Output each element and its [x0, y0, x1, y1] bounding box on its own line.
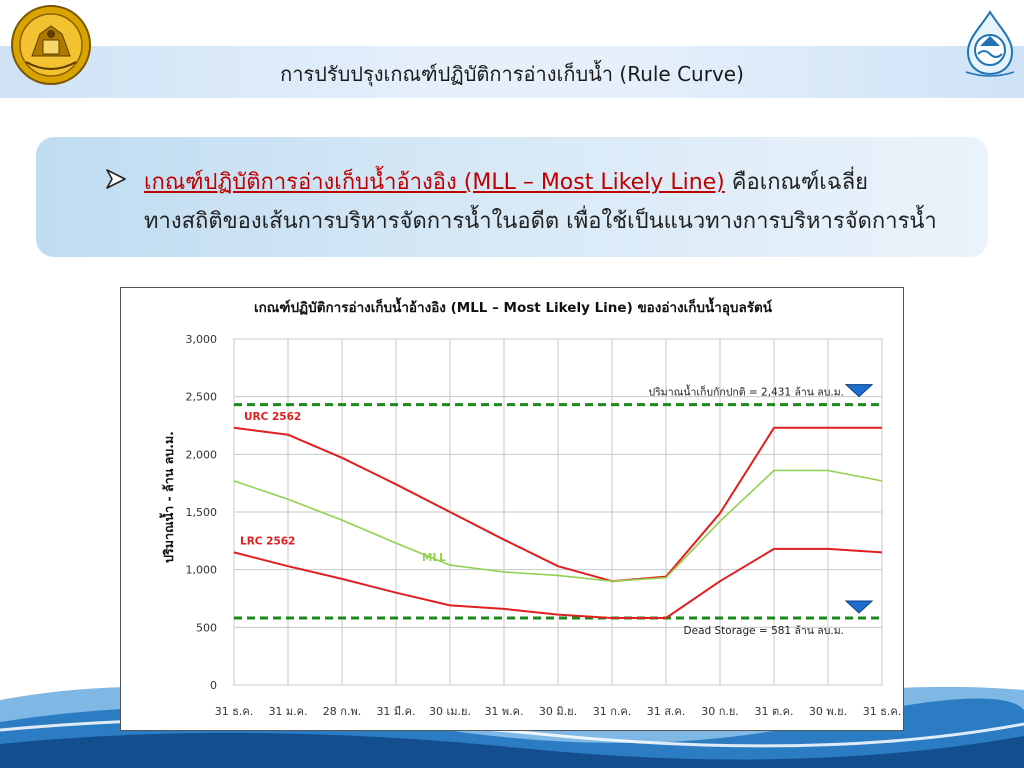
callout-line-1-rest: คือเกณฑ์เฉลี่ย	[724, 170, 869, 195]
x-tick-label: 31 ธ.ค.	[863, 705, 902, 718]
y-tick-label: 1,000	[186, 564, 218, 577]
y-tick-label: 2,000	[186, 448, 218, 461]
dead-storage-label: Dead Storage = 581 ล้าน ลบ.ม.	[684, 625, 844, 637]
series-line-lrc-2562	[233, 547, 883, 619]
series-line-urc-2562	[233, 426, 882, 583]
y-tick-label: 500	[196, 621, 217, 634]
x-tick-label: 31 ม.ค.	[268, 705, 307, 718]
rule-curve-chart-svg: เกณฑ์ปฏิบัติการอ่างเก็บน้ำอ้างอิง (MLL –…	[159, 297, 902, 718]
chart-y-axis-label: ปริมาณน้ำ - ล้าน ลบ.ม.	[159, 431, 176, 563]
x-tick-label: 31 ธ.ค.	[215, 705, 254, 718]
x-tick-label: 28 ก.พ.	[323, 705, 361, 718]
y-tick-label: 1,500	[186, 506, 218, 519]
x-tick-label: 31 ก.ค.	[593, 705, 632, 718]
series-label-lrc: LRC 2562	[240, 535, 295, 547]
definition-callout	[36, 137, 988, 257]
water-level-triangle-icon	[844, 384, 874, 398]
x-tick-label: 31 ต.ค.	[755, 705, 794, 718]
water-level-triangle-icon	[844, 600, 874, 614]
slide-title: การปรับปรุงเกณฑ์ปฏิบัติการอ่างเก็บน้ำ (R…	[280, 62, 744, 86]
x-tick-label: 30 เม.ย.	[429, 705, 471, 718]
chart-title: เกณฑ์ปฏิบัติการอ่างเก็บน้ำอ้างอิง (MLL –…	[254, 297, 773, 316]
x-tick-label: 31 มี.ค.	[376, 705, 415, 718]
x-tick-label: 30 มิ.ย.	[539, 705, 577, 718]
title-band	[0, 46, 1024, 98]
x-tick-label: 31 พ.ค.	[484, 705, 523, 718]
y-tick-label: 3,000	[186, 333, 218, 346]
series-line-mll	[233, 469, 883, 583]
water-department-logo-icon	[965, 10, 1015, 77]
x-tick-label: 31 ส.ค.	[647, 705, 686, 718]
callout-line-1: เกณฑ์ปฏิบัติการอ่างเก็บน้ำอ้างอิง (MLL –…	[144, 164, 868, 199]
x-tick-label: 30 ก.ย.	[701, 705, 739, 718]
x-tick-label: 30 พ.ย.	[809, 705, 847, 718]
mll-definition-term: เกณฑ์ปฏิบัติการอ่างเก็บน้ำอ้างอิง (MLL –…	[144, 170, 725, 195]
government-seal-icon	[11, 5, 91, 85]
y-tick-label: 2,500	[186, 391, 218, 404]
y-tick-label: 0	[210, 679, 217, 692]
normal-storage-label: ปริมาณน้ำเก็บกักปกติ = 2,431 ล้าน ลบ.ม.	[648, 385, 844, 399]
arrow-bullet-icon	[106, 169, 126, 189]
callout-line-2: ทางสถิติของเส้นการบริหารจัดการน้ำในอดีต …	[144, 209, 937, 234]
rule-curve-chart: เกณฑ์ปฏิบัติการอ่างเก็บน้ำอ้างอิง (MLL –…	[120, 287, 904, 731]
series-label-mll: MLL	[422, 552, 446, 564]
series-label-urc: URC 2562	[244, 411, 301, 423]
